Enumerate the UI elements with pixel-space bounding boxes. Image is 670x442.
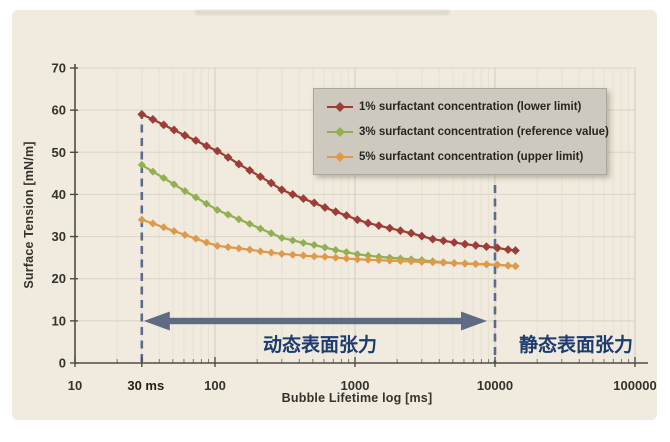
- svg-text:30: 30: [52, 229, 66, 244]
- svg-text:70: 70: [52, 61, 66, 76]
- legend-label: 3% surfactant concentration (reference v…: [359, 125, 609, 138]
- legend-item-5pct: 5% surfactant concentration (upper limit…: [327, 151, 602, 163]
- legend: 1% surfactant concentration (lower limit…: [313, 88, 609, 175]
- svg-text:10: 10: [68, 378, 82, 393]
- cropped-title-remnant: [195, 10, 450, 15]
- diamond-marker-icon: [327, 101, 353, 112]
- legend-label: 1% surfactant concentration (lower limit…: [359, 100, 582, 113]
- svg-text:40: 40: [52, 187, 66, 202]
- svg-text:50: 50: [52, 145, 66, 160]
- x-axis-title: Bubble Lifetime log [ms]: [281, 391, 433, 405]
- legend-item-3pct: 3% surfactant concentration (reference v…: [327, 126, 609, 138]
- static-surface-tension-label: 静态表面张力: [518, 335, 633, 356]
- svg-text:10000: 10000: [477, 378, 513, 393]
- svg-text:1000: 1000: [341, 378, 370, 393]
- diamond-marker-icon: [327, 126, 353, 137]
- svg-text:10: 10: [52, 313, 66, 328]
- y-axis-title: Surface Tension [mN/m]: [22, 141, 36, 289]
- chart-panel: [12, 10, 657, 420]
- svg-text:0: 0: [59, 356, 66, 371]
- diamond-marker-icon: [327, 151, 353, 162]
- legend-label: 5% surfactant concentration (upper limit…: [359, 150, 584, 163]
- svg-text:100: 100: [204, 378, 226, 393]
- dynamic-surface-tension-label: 动态表面张力: [262, 335, 377, 356]
- legend-item-1pct: 1% surfactant concentration (lower limit…: [327, 101, 602, 113]
- svg-text:30 ms: 30 ms: [127, 378, 164, 393]
- svg-text:100000: 100000: [613, 378, 656, 393]
- svg-text:60: 60: [52, 103, 66, 118]
- svg-text:20: 20: [52, 271, 66, 286]
